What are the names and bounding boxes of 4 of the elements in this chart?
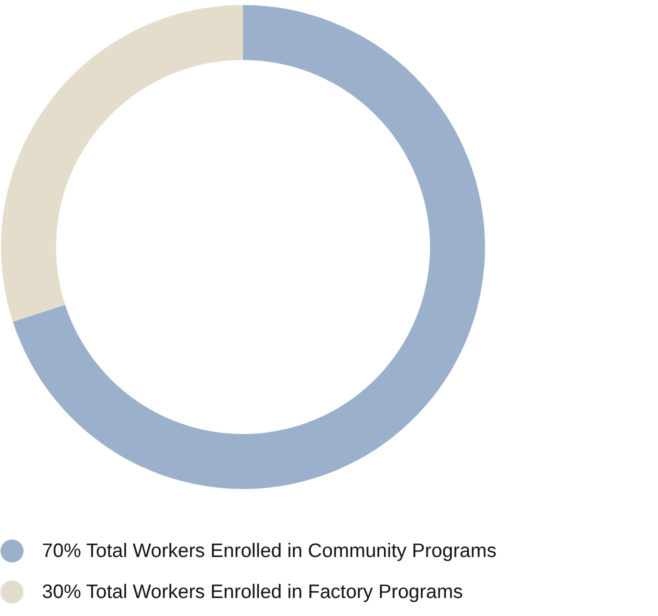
legend-label: 70% Total Workers Enrolled in Community Programs <box>42 540 497 562</box>
legend-label: 30% Total Workers Enrolled in Factory Programs <box>42 581 464 603</box>
donut-slice <box>12 5 485 489</box>
donut-slice <box>1 5 243 322</box>
